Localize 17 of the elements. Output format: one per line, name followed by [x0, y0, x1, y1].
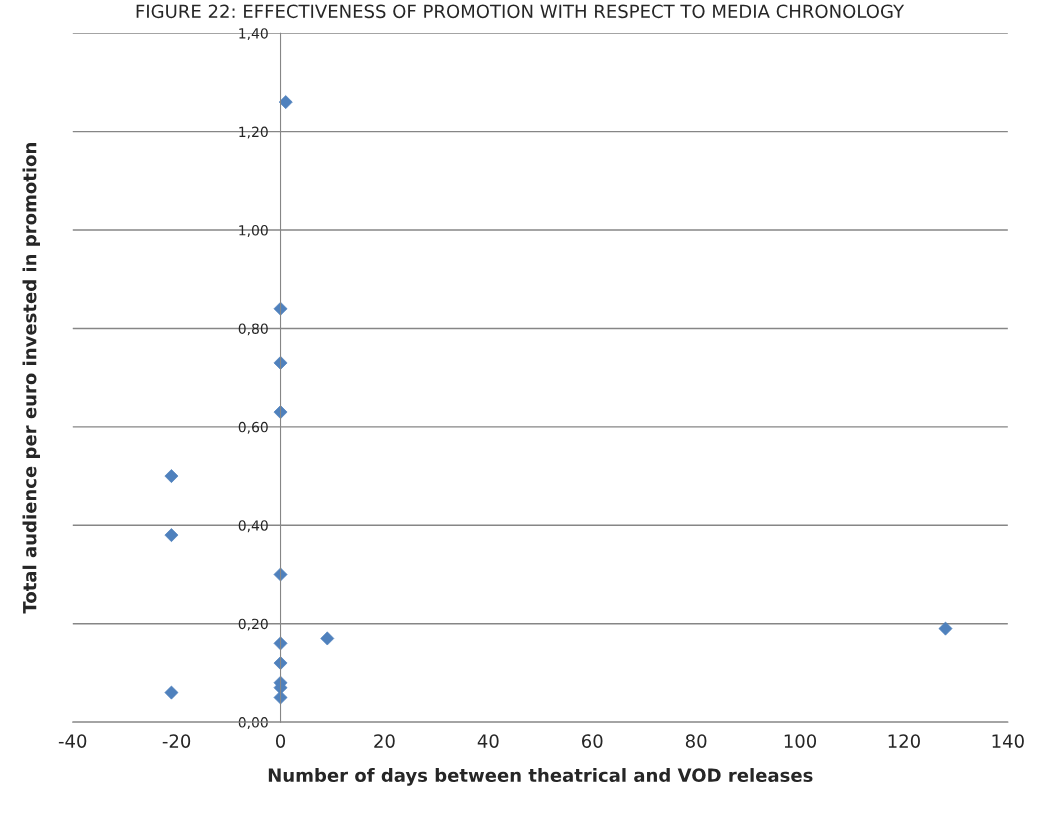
y-tick-label: 0,60 — [238, 421, 268, 434]
x-tick-label: 40 — [477, 734, 499, 748]
x-tick-label: 100 — [784, 734, 817, 748]
x-tick-label: -40 — [58, 734, 87, 748]
x-tick-label: 140 — [992, 734, 1024, 748]
x-tick-label: 80 — [685, 734, 707, 748]
x-tick-label: 20 — [374, 734, 395, 748]
x-tick-label: 120 — [888, 734, 920, 748]
y-tick-label: 1,00 — [239, 225, 268, 237]
x-axis-title: Number of days between theatrical and VOD releases — [268, 768, 813, 786]
y-tick-label: 1,40 — [239, 28, 268, 41]
y-axis-title: Total audience per euro invested in promotion — [22, 143, 40, 614]
x-tick-label: -20 — [162, 734, 191, 748]
x-tick-label: 60 — [582, 734, 603, 748]
x-tick-label: 0 — [275, 734, 286, 748]
y-tick-label: 0,00 — [238, 717, 268, 729]
chart-title: FIGURE 22: EFFECTIVENESS OF PROMOTION WITH RESPECT TO MEDIA CHRONOLOGY — [136, 4, 905, 19]
